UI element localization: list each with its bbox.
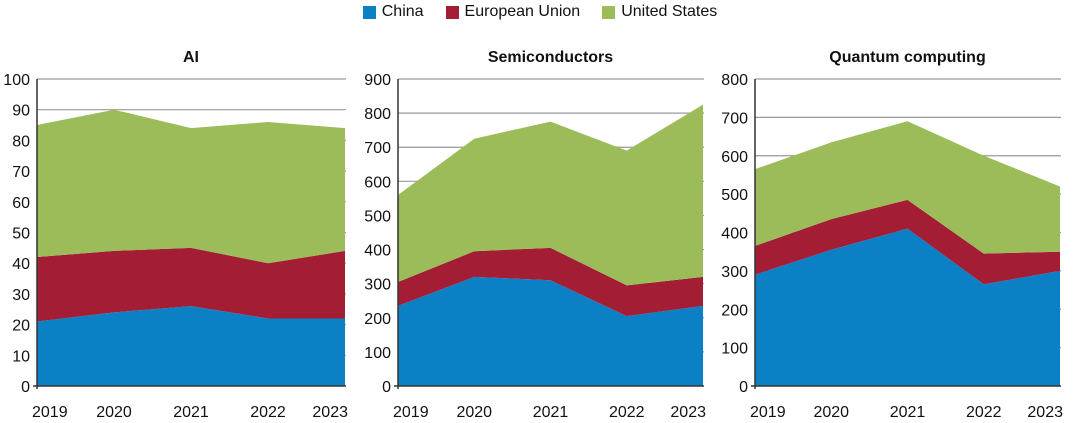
y-tick-label: 900 bbox=[364, 72, 391, 89]
x-tick-label: 2023 bbox=[670, 404, 706, 421]
y-tick-label: 300 bbox=[364, 277, 391, 294]
y-tick-label: 0 bbox=[21, 379, 30, 396]
area-united-states bbox=[755, 121, 1060, 254]
area-china bbox=[398, 276, 703, 386]
y-tick-label: 30 bbox=[12, 287, 30, 304]
x-tick-label: 2021 bbox=[533, 404, 569, 421]
legend-label-china: China bbox=[381, 3, 424, 20]
y-tick-label: 70 bbox=[12, 164, 30, 181]
y-tick-label: 200 bbox=[721, 302, 748, 319]
x-tick-label: 2020 bbox=[456, 404, 492, 421]
panel-title: Semiconductors bbox=[488, 49, 613, 66]
legend-swatch-us bbox=[602, 5, 616, 19]
y-tick-label: 40 bbox=[12, 256, 30, 273]
y-tick-label: 800 bbox=[364, 106, 391, 123]
y-tick-label: 0 bbox=[382, 379, 391, 396]
y-tick-label: 400 bbox=[721, 226, 748, 243]
x-tick-label: 2023 bbox=[1027, 404, 1063, 421]
x-tick-label: 2022 bbox=[609, 404, 645, 421]
legend-item-china: China bbox=[362, 3, 424, 21]
legend-swatch-eu bbox=[445, 5, 459, 19]
y-tick-label: 500 bbox=[364, 208, 391, 225]
y-tick-label: 600 bbox=[721, 149, 748, 166]
y-tick-label: 80 bbox=[12, 133, 30, 150]
x-tick-label: 2021 bbox=[173, 404, 209, 421]
y-tick-label: 20 bbox=[12, 318, 30, 335]
legend-item-eu: European Union bbox=[445, 3, 581, 21]
y-tick-label: 300 bbox=[721, 264, 748, 281]
y-tick-label: 50 bbox=[12, 226, 30, 243]
area-china bbox=[37, 306, 345, 386]
legend-label-us: United States bbox=[621, 3, 718, 20]
y-tick-label: 60 bbox=[12, 195, 30, 212]
legend: China European Union United States bbox=[0, 0, 1080, 24]
y-tick-label: 800 bbox=[721, 72, 748, 89]
x-tick-label: 2022 bbox=[250, 404, 286, 421]
area-european-union bbox=[37, 247, 345, 322]
area-european-union bbox=[398, 247, 703, 317]
x-tick-label: 2019 bbox=[750, 404, 786, 421]
panel-title: AI bbox=[183, 49, 199, 66]
y-tick-label: 100 bbox=[721, 341, 748, 358]
x-tick-label: 2023 bbox=[312, 404, 348, 421]
y-tick-label: 700 bbox=[721, 110, 748, 127]
y-tick-label: 100 bbox=[364, 345, 391, 362]
y-tick-label: 200 bbox=[364, 311, 391, 328]
area-china bbox=[755, 228, 1060, 386]
y-tick-label: 100 bbox=[3, 72, 30, 89]
area-european-union bbox=[755, 199, 1060, 285]
x-tick-label: 2021 bbox=[890, 404, 926, 421]
area-united-states bbox=[398, 104, 703, 286]
x-tick-label: 2020 bbox=[813, 404, 849, 421]
y-tick-label: 700 bbox=[364, 140, 391, 157]
x-tick-label: 2020 bbox=[96, 404, 132, 421]
y-tick-label: 400 bbox=[364, 243, 391, 260]
x-tick-label: 2022 bbox=[966, 404, 1002, 421]
legend-item-us: United States bbox=[602, 3, 717, 21]
y-tick-label: 0 bbox=[739, 379, 748, 396]
legend-label-eu: European Union bbox=[464, 3, 581, 20]
area-united-states bbox=[37, 109, 345, 264]
panel-title: Quantum computing bbox=[829, 49, 985, 66]
y-tick-label: 90 bbox=[12, 103, 30, 120]
y-tick-label: 10 bbox=[12, 348, 30, 365]
legend-swatch-china bbox=[362, 5, 376, 19]
x-tick-label: 2019 bbox=[393, 404, 429, 421]
x-tick-label: 2019 bbox=[32, 404, 68, 421]
y-tick-label: 500 bbox=[721, 187, 748, 204]
y-tick-label: 600 bbox=[364, 174, 391, 191]
